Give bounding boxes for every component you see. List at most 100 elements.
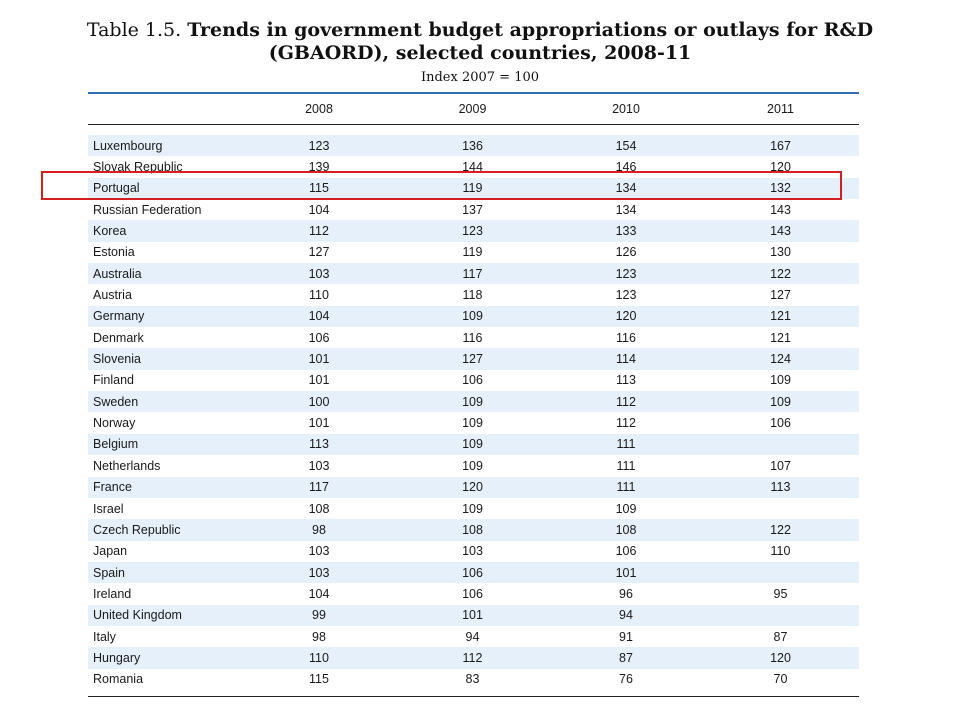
value-cell: 112 [462,650,483,665]
value-cell: 106 [462,586,483,601]
country-cell: Korea [93,224,127,239]
table-row: Australia 103 117 123 122 [88,263,859,285]
value-cell: 99 [312,608,326,623]
value-cell: 121 [770,330,791,345]
value-cell: 123 [615,288,637,303]
value-cell: 143 [770,202,791,217]
country-cell: Netherlands [93,458,161,473]
country-cell: Israel [93,501,124,516]
country-cell: Spain [93,565,125,580]
value-cell: 103 [462,544,483,559]
value-cell: 134 [615,181,637,196]
value-cell: 115 [309,181,329,196]
value-cell: 91 [619,629,633,644]
table-row: Netherlands 103 109 111 107 [88,455,859,476]
value-cell: 109 [462,501,483,516]
country-cell: Australia [93,266,142,281]
column-header: 2010 [612,102,640,116]
value-cell: 111 [616,437,636,452]
value-cell: 112 [616,416,636,431]
value-cell: 154 [615,138,637,153]
value-cell: 123 [615,266,637,281]
country-cell: Czech Republic [93,522,181,537]
value-cell: 120 [615,309,637,324]
table-row: Slovenia 101 127 114 124 [88,348,859,370]
value-cell: 98 [312,629,326,644]
value-cell: 103 [308,266,330,281]
table-row: Portugal 115 119 134 132 [88,177,859,200]
value-cell: 110 [309,288,329,303]
table-row: Ireland 104 106 96 95 [88,583,859,604]
value-cell: 113 [770,480,791,495]
value-cell: 108 [308,501,330,516]
country-cell: Denmark [93,330,144,345]
value-cell: 101 [308,352,330,367]
value-cell: 113 [309,437,329,452]
value-cell: 119 [462,181,483,196]
value-cell: 133 [615,224,637,239]
table-row: Denmark 106 116 116 121 [88,327,859,348]
value-cell: 70 [773,672,788,687]
country-cell: Ireland [93,586,132,601]
value-cell: 146 [615,160,637,175]
value-cell: 104 [308,586,330,601]
value-cell: 116 [616,330,636,345]
value-cell: 127 [770,288,791,303]
value-cell: 103 [308,544,330,559]
value-cell: 124 [770,352,791,367]
value-cell: 109 [462,458,483,473]
country-cell: Slovak Republic [93,160,183,175]
value-cell: 123 [308,138,330,153]
column-header: 2008 [305,102,333,116]
table-row: Korea 112 123 133 143 [88,220,859,242]
value-cell: 132 [770,181,791,196]
value-cell: 94 [619,608,633,623]
value-cell: 134 [615,202,637,217]
country-cell: Estonia [93,245,135,260]
value-cell: 118 [462,288,483,303]
value-cell: 108 [462,522,483,537]
value-cell: 109 [770,373,791,388]
value-cell: 121 [770,309,791,324]
table-row: Sweden 100 109 112 109 [88,391,859,413]
table-row: Russian Federation 104 137 134 143 [88,199,859,220]
value-cell: 101 [308,373,330,388]
country-cell: Sweden [93,394,139,409]
value-cell: 83 [465,672,480,687]
title-line-1: Table 1.5. Trends in government budget a… [0,18,960,42]
value-cell: 113 [616,373,636,388]
table-row: Spain 103 106 101 [88,561,859,584]
country-cell: United Kingdom [93,608,182,623]
value-cell: 110 [770,544,791,559]
table-row: Slovak Republic 139 144 146 120 [88,156,859,177]
table-row: Romania 115 83 76 70 [88,669,859,690]
value-cell: 109 [770,394,791,409]
value-cell: 95 [773,586,788,601]
country-cell: Romania [93,672,144,687]
country-cell: Russian Federation [93,202,202,217]
value-cell: 109 [462,416,483,431]
country-cell: Portugal [93,181,140,196]
value-cell: 139 [308,160,330,175]
country-cell: Finland [93,373,134,388]
table-bottom-rule [88,695,859,698]
value-cell: 112 [309,224,329,239]
value-cell: 111 [616,458,636,473]
table-row: United Kingdom 99 101 94 [88,604,859,626]
value-cell: 110 [309,650,329,665]
value-cell: 104 [308,309,330,324]
value-cell: 106 [462,373,483,388]
value-cell: 111 [616,480,636,495]
value-cell: 103 [308,458,330,473]
value-cell: 96 [619,586,633,601]
value-cell: 130 [770,245,791,260]
table-row: Luxembourg 123 136 154 167 [88,135,859,157]
value-cell: 120 [770,650,791,665]
value-cell: 144 [462,160,483,175]
value-cell: 109 [462,394,483,409]
portugal-highlight-box [41,171,842,200]
value-cell: 127 [462,352,483,367]
value-cell: 122 [770,522,791,537]
table-row: Hungary 110 112 87 120 [88,647,859,669]
table-header-row: 2008 2009 2010 2011 [88,94,859,125]
